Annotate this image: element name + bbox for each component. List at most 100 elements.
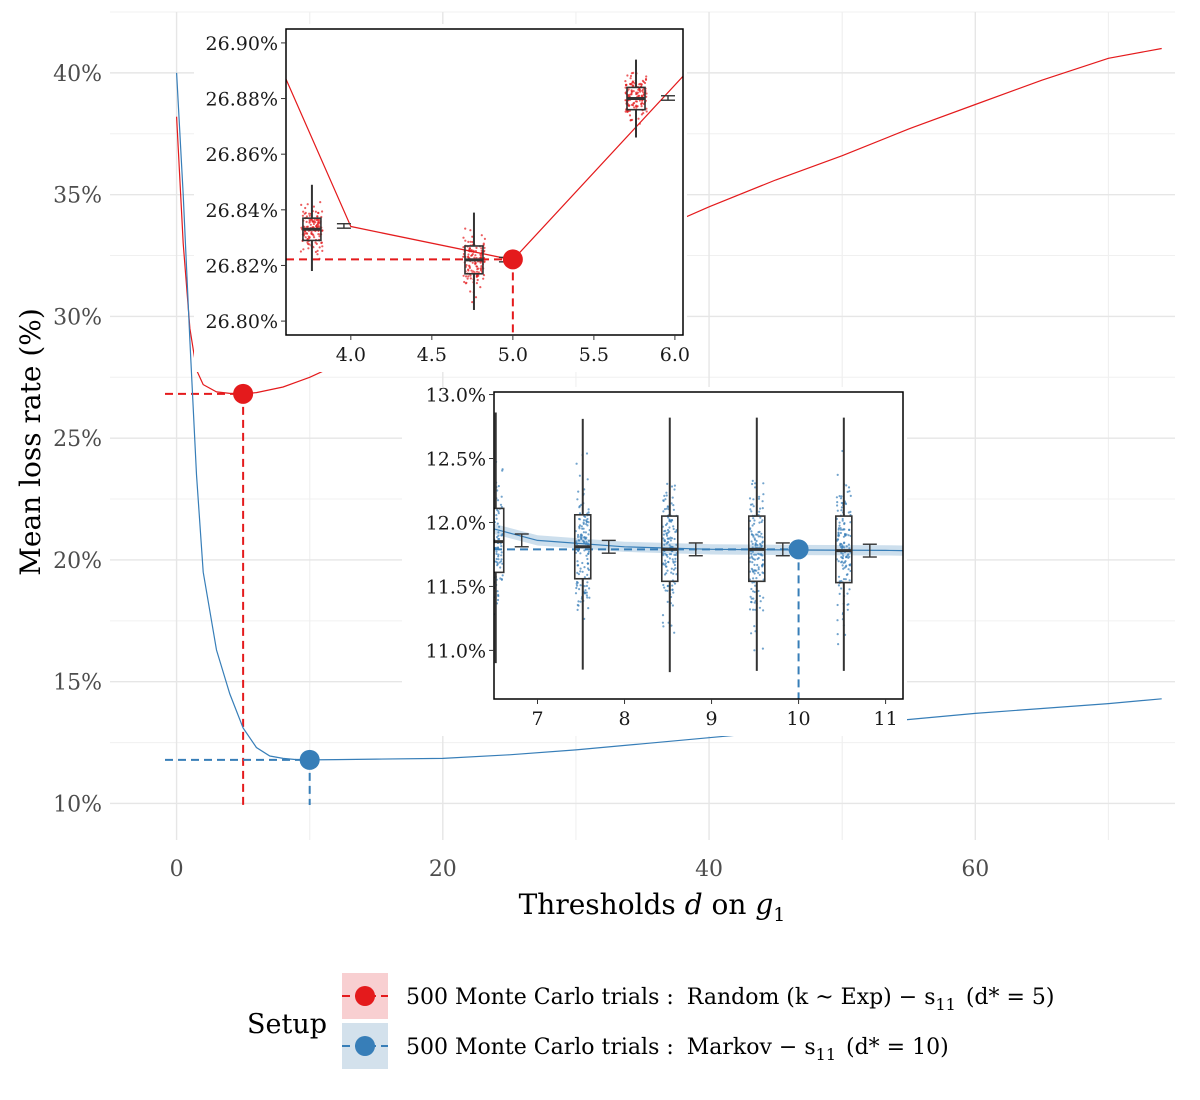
jitter-point	[663, 530, 666, 533]
jitter-point	[753, 601, 756, 604]
jitter-point	[479, 286, 482, 289]
jitter-point	[843, 528, 846, 531]
jitter-point	[668, 544, 671, 547]
jitter-point	[635, 93, 638, 96]
jitter-point	[762, 493, 765, 496]
jitter-point	[838, 495, 841, 498]
jitter-point	[469, 240, 472, 243]
jitter-point	[672, 504, 675, 507]
jitter-point	[645, 110, 648, 113]
jitter-point	[317, 218, 320, 221]
jitter-point	[501, 468, 504, 471]
jitter-point	[641, 99, 644, 102]
jitter-point	[672, 508, 676, 511]
jitter-point	[840, 501, 843, 505]
jitter-point	[666, 528, 670, 532]
jitter-point	[666, 531, 670, 534]
jitter-point	[667, 505, 670, 509]
jitter-point	[748, 497, 752, 500]
jitter-point	[751, 561, 754, 564]
jitter-point	[583, 576, 587, 579]
jitter-point	[836, 504, 839, 507]
jitter-point	[580, 538, 583, 541]
inset-y-tick-label: 11.0%	[426, 640, 486, 662]
jitter-point	[467, 253, 470, 256]
jitter-point	[673, 537, 676, 541]
jitter-point	[582, 527, 585, 530]
jitter-point	[312, 222, 315, 226]
jitter-point	[585, 584, 589, 588]
jitter-point	[665, 553, 668, 556]
jitter-point	[640, 83, 643, 86]
jitter-point	[838, 524, 841, 527]
jitter-point	[839, 542, 842, 546]
jitter-point	[471, 253, 474, 256]
jitter-point	[582, 519, 586, 522]
y-axis-label: Mean loss rate (%)	[14, 308, 47, 576]
jitter-point	[759, 535, 762, 538]
x-axis-label: Thresholds d on g1	[519, 888, 786, 926]
legend-title: Setup	[247, 1009, 327, 1040]
jitter-point	[575, 584, 579, 587]
jitter-point	[756, 533, 759, 536]
jitter-point	[587, 607, 590, 610]
jitter-point	[630, 91, 633, 94]
jitter-point	[753, 522, 756, 525]
jitter-point	[757, 568, 760, 571]
jitter-point	[576, 560, 579, 563]
jitter-point	[495, 557, 498, 561]
jitter-point	[848, 579, 851, 582]
inset-y-tick-label: 26.84%	[206, 200, 278, 222]
inset-x-tick-label: 8	[618, 708, 630, 730]
jitter-point	[583, 585, 586, 588]
jitter-point	[498, 537, 501, 541]
jitter-point	[849, 510, 852, 513]
jitter-point	[580, 533, 583, 536]
jitter-point	[585, 591, 588, 594]
jitter-point	[837, 532, 840, 535]
jitter-point	[495, 552, 498, 556]
jitter-point	[308, 243, 311, 246]
jitter-point	[578, 517, 581, 521]
jitter-point	[761, 500, 764, 503]
inset-curve	[494, 528, 903, 552]
jitter-point	[761, 507, 764, 510]
inset-y-tick-label: 26.90%	[206, 33, 278, 55]
jitter-point	[314, 210, 317, 213]
jitter-point	[751, 550, 755, 553]
jitter-point	[320, 241, 323, 245]
jitter-point	[666, 522, 669, 525]
jitter-point	[312, 234, 315, 237]
x-tick-label: 60	[961, 857, 989, 882]
jitter-point	[662, 510, 665, 513]
jitter-point	[305, 215, 308, 218]
jitter-point	[473, 256, 476, 259]
jitter-point	[583, 541, 586, 544]
jitter-point	[467, 275, 470, 278]
jitter-point	[847, 534, 850, 537]
jitter-point	[752, 517, 755, 520]
jitter-point	[316, 215, 319, 218]
jitter-point	[840, 551, 843, 555]
jitter-point	[477, 271, 480, 274]
jitter-point	[576, 571, 579, 575]
jitter-point	[577, 539, 580, 542]
inset-frame	[493, 391, 904, 700]
y-tick-label: 25%	[53, 427, 102, 452]
jitter-point	[666, 589, 669, 592]
jitter-point	[304, 236, 307, 239]
jitter-point	[577, 573, 581, 576]
jitter-point	[576, 535, 580, 539]
jitter-point	[317, 211, 320, 214]
jitter-point	[753, 563, 756, 567]
jitter-point	[671, 604, 675, 607]
jitter-point	[631, 84, 634, 87]
jitter-point	[663, 508, 667, 511]
inset-y-tick-label: 26.80%	[206, 311, 278, 333]
jitter-point	[500, 560, 503, 563]
jitter-point	[842, 578, 846, 581]
jitter-point	[749, 508, 752, 511]
jitter-point	[587, 552, 590, 555]
jitter-point	[664, 498, 667, 501]
legend: Setup 500 Monte Carlo trials : Random (k…	[247, 973, 1055, 1069]
